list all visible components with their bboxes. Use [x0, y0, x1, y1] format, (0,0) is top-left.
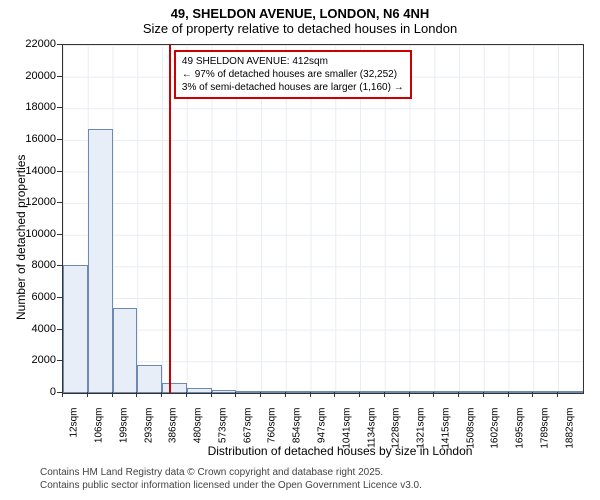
x-tick-label: 293sqm: [143, 408, 154, 458]
x-tick-mark: [285, 392, 286, 397]
x-tick-mark: [112, 392, 113, 397]
x-tick-label: 1415sqm: [440, 408, 451, 458]
x-tick-label: 1134sqm: [366, 408, 377, 458]
histogram-bar: [236, 391, 261, 393]
x-tick-mark: [62, 392, 63, 397]
footer-line1: Contains HM Land Registry data © Crown c…: [40, 466, 422, 479]
histogram-bar: [113, 308, 138, 393]
x-tick-label: 480sqm: [193, 408, 204, 458]
y-tick-label: 0: [18, 386, 56, 398]
x-tick-label: 1602sqm: [490, 408, 501, 458]
y-tick-mark: [57, 76, 62, 77]
y-tick-label: 6000: [18, 291, 56, 303]
x-tick-mark: [532, 392, 533, 397]
x-tick-label: 667sqm: [242, 408, 253, 458]
y-tick-mark: [57, 265, 62, 266]
chart-title-sub: Size of property relative to detached ho…: [0, 21, 600, 40]
histogram-bar: [360, 391, 385, 393]
x-tick-mark: [384, 392, 385, 397]
histogram-bar: [261, 391, 286, 393]
x-tick-mark: [334, 392, 335, 397]
y-tick-mark: [57, 171, 62, 172]
x-tick-mark: [458, 392, 459, 397]
chart-title-main: 49, SHELDON AVENUE, LONDON, N6 4NH: [0, 0, 600, 21]
x-tick-label: 1882sqm: [564, 408, 575, 458]
footer-line2: Contains public sector information licen…: [40, 479, 422, 492]
x-tick-mark: [508, 392, 509, 397]
y-tick-label: 14000: [18, 165, 56, 177]
histogram-bar: [533, 391, 558, 393]
histogram-bar: [434, 391, 459, 393]
y-tick-mark: [57, 202, 62, 203]
x-tick-mark: [161, 392, 162, 397]
y-tick-label: 16000: [18, 133, 56, 145]
y-tick-label: 10000: [18, 228, 56, 240]
y-tick-mark: [57, 139, 62, 140]
annotation-line1: 49 SHELDON AVENUE: 412sqm: [182, 55, 404, 68]
y-tick-label: 2000: [18, 354, 56, 366]
x-tick-label: 106sqm: [94, 408, 105, 458]
y-tick-mark: [57, 234, 62, 235]
histogram-bar: [88, 129, 113, 393]
x-tick-label: 1041sqm: [341, 408, 352, 458]
x-tick-label: 1789sqm: [539, 408, 550, 458]
y-tick-label: 20000: [18, 70, 56, 82]
x-tick-mark: [211, 392, 212, 397]
annotation-box: 49 SHELDON AVENUE: 412sqm← 97% of detach…: [174, 50, 412, 99]
x-tick-mark: [136, 392, 137, 397]
histogram-bar: [385, 391, 410, 393]
histogram-bar: [137, 365, 162, 393]
x-tick-label: 1695sqm: [515, 408, 526, 458]
x-tick-mark: [310, 392, 311, 397]
histogram-bar: [509, 391, 534, 393]
y-tick-mark: [57, 44, 62, 45]
x-tick-mark: [235, 392, 236, 397]
x-tick-label: 760sqm: [267, 408, 278, 458]
chart-container: 49, SHELDON AVENUE, LONDON, N6 4NH Size …: [0, 0, 600, 500]
x-tick-label: 573sqm: [217, 408, 228, 458]
footer-attribution: Contains HM Land Registry data © Crown c…: [40, 466, 422, 492]
y-tick-label: 12000: [18, 196, 56, 208]
histogram-bar: [311, 391, 336, 393]
x-tick-label: 12sqm: [69, 408, 80, 458]
histogram-bar: [484, 391, 509, 393]
x-tick-mark: [557, 392, 558, 397]
x-tick-label: 1321sqm: [416, 408, 427, 458]
x-tick-label: 854sqm: [292, 408, 303, 458]
y-tick-mark: [57, 107, 62, 108]
x-tick-label: 1228sqm: [391, 408, 402, 458]
x-tick-mark: [433, 392, 434, 397]
x-tick-mark: [260, 392, 261, 397]
x-tick-mark: [483, 392, 484, 397]
histogram-bar: [335, 391, 360, 393]
histogram-bar: [187, 388, 212, 393]
histogram-bar: [63, 265, 88, 393]
y-tick-label: 22000: [18, 38, 56, 50]
histogram-bar: [162, 383, 187, 393]
x-tick-label: 386sqm: [168, 408, 179, 458]
annotation-line2: ← 97% of detached houses are smaller (32…: [182, 68, 404, 81]
y-tick-mark: [57, 297, 62, 298]
histogram-bar: [459, 391, 484, 393]
y-tick-mark: [57, 329, 62, 330]
annotation-line3: 3% of semi-detached houses are larger (1…: [182, 81, 404, 94]
y-tick-mark: [57, 360, 62, 361]
histogram-bar: [286, 391, 311, 393]
histogram-bar: [212, 390, 237, 393]
y-tick-label: 8000: [18, 259, 56, 271]
x-tick-mark: [409, 392, 410, 397]
marker-line: [169, 45, 171, 393]
x-tick-label: 947sqm: [317, 408, 328, 458]
y-tick-label: 18000: [18, 101, 56, 113]
x-tick-label: 199sqm: [118, 408, 129, 458]
x-tick-mark: [87, 392, 88, 397]
y-tick-label: 4000: [18, 323, 56, 335]
histogram-bar: [558, 391, 583, 393]
x-tick-mark: [359, 392, 360, 397]
x-tick-label: 1508sqm: [465, 408, 476, 458]
x-tick-mark: [186, 392, 187, 397]
histogram-bar: [410, 391, 435, 393]
